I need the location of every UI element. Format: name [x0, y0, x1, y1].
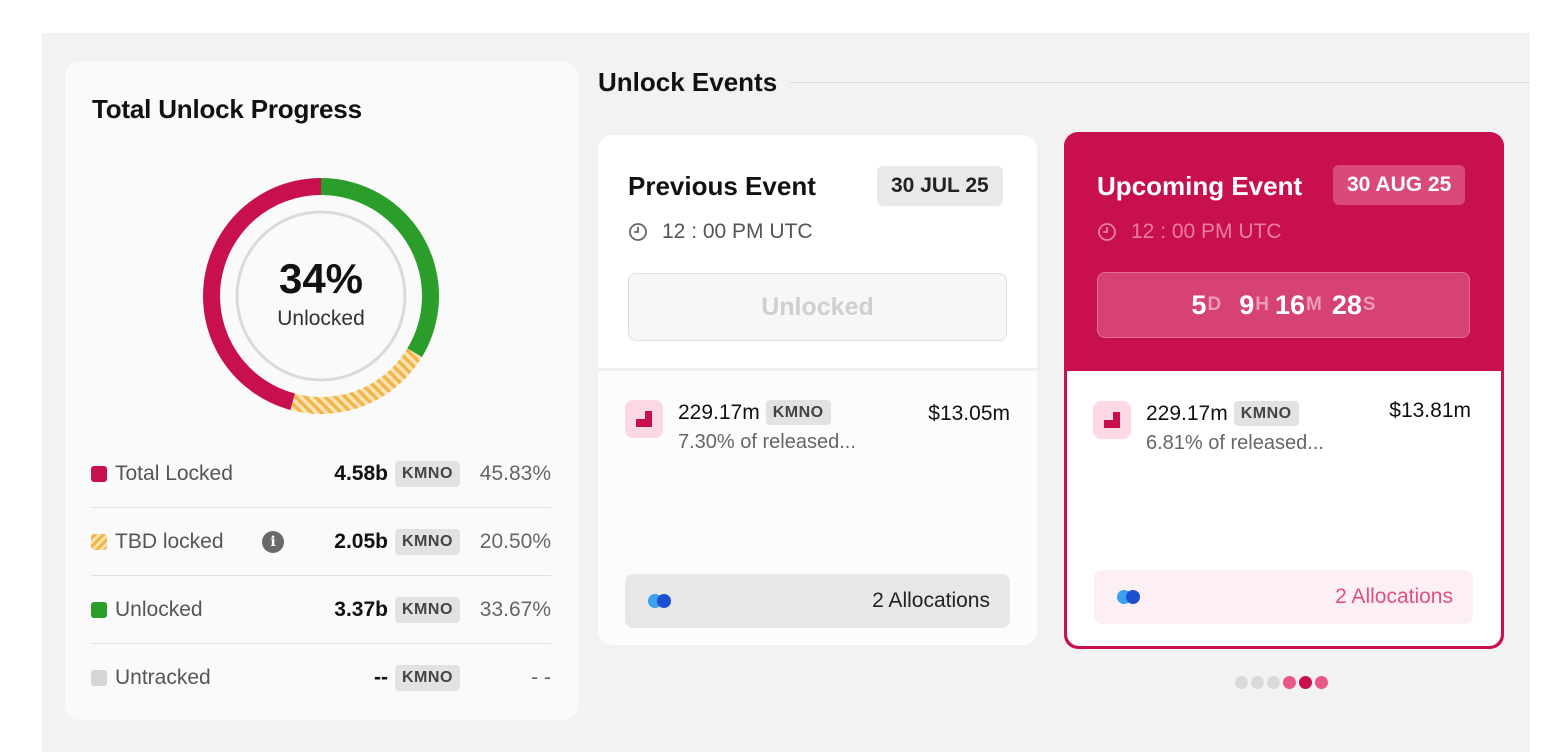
legend-name: Untracked	[115, 666, 211, 689]
allocation-dots-icon	[1117, 590, 1140, 604]
legend-percent: 33.67%	[479, 597, 551, 621]
legend-row-untracked: Untracked -- KMNO - -	[91, 644, 551, 712]
previous-event-time: 12 : 00 PM UTC	[628, 220, 813, 244]
donut-segment-unlocked	[321, 178, 439, 358]
countdown-days-unit: D	[1207, 294, 1222, 315]
carousel-dot[interactable]	[1251, 676, 1264, 689]
upcoming-allocations-button[interactable]: 2 Allocations	[1094, 570, 1473, 624]
countdown-timer: 5 D 9 H 16 M 28 S	[1097, 272, 1470, 338]
carousel-dot[interactable]	[1315, 676, 1328, 689]
allocation-amount: 229.17m	[678, 400, 760, 424]
legend-row-unlocked: Unlocked 3.37b KMNO 33.67%	[91, 576, 551, 644]
clock-icon	[1098, 223, 1116, 241]
legend-amount: 4.58b	[334, 461, 388, 485]
legend-name: Total Locked	[115, 461, 233, 485]
carousel-dot[interactable]	[1283, 676, 1296, 689]
legend-amount: 2.05b	[334, 529, 388, 553]
token-badge: KMNO	[395, 461, 460, 487]
legend-percent: - -	[531, 666, 551, 689]
countdown-days: 5	[1191, 289, 1207, 320]
token-badge: KMNO	[395, 597, 460, 623]
upcoming-event-time-text: 12 : 00 PM UTC	[1131, 220, 1282, 243]
unlocked-percent: 34%	[278, 255, 364, 302]
carousel-pagination	[1235, 676, 1328, 689]
previous-event-card[interactable]: Previous Event 30 JUL 25 12 : 00 PM UTC …	[598, 135, 1037, 645]
countdown-minutes-unit: M	[1306, 294, 1322, 315]
upcoming-event-body: 229.17m KMNO 6.81% of released... $13.81…	[1067, 371, 1501, 646]
previous-event-header: Previous Event 30 JUL 25 12 : 00 PM UTC …	[598, 135, 1037, 371]
upcoming-event-card[interactable]: Upcoming Event 30 AUG 25 12 : 00 PM UTC …	[1064, 132, 1504, 649]
previous-allocations-button[interactable]: 2 Allocations	[625, 574, 1010, 628]
clock-icon	[629, 223, 647, 241]
carousel-dot[interactable]	[1267, 676, 1280, 689]
previous-allocation-item: 229.17m KMNO 7.30% of released...	[625, 400, 856, 454]
unlock-events-title: Unlock Events	[598, 67, 778, 97]
upcoming-event-time: 12 : 00 PM UTC	[1097, 220, 1282, 244]
allocation-dots-icon	[648, 594, 671, 608]
legend-percent: 45.83%	[479, 461, 551, 485]
unlocked-swatch	[91, 601, 107, 618]
carousel-dot[interactable]	[1299, 676, 1312, 689]
unlocked-percent-label: Unlocked	[277, 307, 365, 330]
countdown-hours-unit: H	[1255, 294, 1269, 315]
allocations-count: 2 Allocations	[872, 589, 990, 612]
section-divider	[790, 82, 1530, 83]
upcoming-allocation-item: 229.17m KMNO 6.81% of released...	[1093, 401, 1324, 455]
unlock-legend: Total Locked 4.58b KMNO 45.83% TBD locke…	[91, 440, 551, 712]
countdown-seconds: 28	[1331, 289, 1362, 320]
legend-name: TBD locked	[115, 529, 224, 553]
legend-name: Unlocked	[115, 597, 203, 621]
upcoming-event-date: 30 AUG 25	[1333, 165, 1466, 205]
total-unlock-progress-card: Total Unlock Progress 34% Unlocked Total…	[65, 62, 578, 720]
allocation-description: 6.81% of released...	[1146, 432, 1324, 454]
token-badge: KMNO	[1233, 401, 1299, 426]
carousel-dot[interactable]	[1235, 676, 1248, 689]
allocation-description: 7.30% of released...	[678, 431, 856, 453]
previous-event-date: 30 JUL 25	[877, 166, 1003, 206]
legend-row-total-locked: Total Locked 4.58b KMNO 45.83%	[91, 440, 551, 508]
unlock-donut-chart	[203, 178, 439, 414]
legend-percent: 20.50%	[479, 529, 551, 553]
donut-segment-tbd-locked	[290, 348, 422, 414]
token-badge: KMNO	[765, 400, 831, 425]
tbd-locked-swatch	[91, 533, 107, 550]
progress-title: Total Unlock Progress	[92, 94, 362, 124]
donut-center: 34% Unlocked	[203, 178, 439, 414]
token-logo-icon	[625, 400, 663, 438]
upcoming-event-header: Upcoming Event 30 AUG 25 12 : 00 PM UTC …	[1064, 132, 1504, 370]
countdown-minutes: 16	[1274, 289, 1305, 320]
allocation-value: $13.81m	[1389, 399, 1471, 422]
allocation-value: $13.05m	[928, 402, 1010, 425]
legend-row-tbd-locked: TBD locked i 2.05b KMNO 20.50%	[91, 508, 551, 576]
token-badge: KMNO	[395, 665, 460, 691]
legend-amount: --	[374, 666, 388, 689]
countdown-hours: 9	[1239, 289, 1255, 320]
legend-amount: 3.37b	[334, 597, 388, 621]
token-badge: KMNO	[395, 529, 460, 555]
allocation-amount: 229.17m	[1146, 401, 1228, 425]
previous-event-heading: Previous Event	[628, 171, 816, 201]
unlocked-status-box: Unlocked	[628, 273, 1007, 341]
upcoming-event-heading: Upcoming Event	[1097, 171, 1303, 201]
countdown-seconds-unit: S	[1362, 294, 1376, 315]
token-logo-icon	[1093, 401, 1131, 439]
untracked-swatch	[91, 670, 107, 686]
donut-segment-total-locked	[203, 178, 321, 410]
info-icon[interactable]: i	[262, 531, 284, 553]
previous-event-time-text: 12 : 00 PM UTC	[662, 220, 813, 243]
allocations-count: 2 Allocations	[1335, 585, 1453, 608]
total-locked-swatch	[91, 465, 107, 482]
